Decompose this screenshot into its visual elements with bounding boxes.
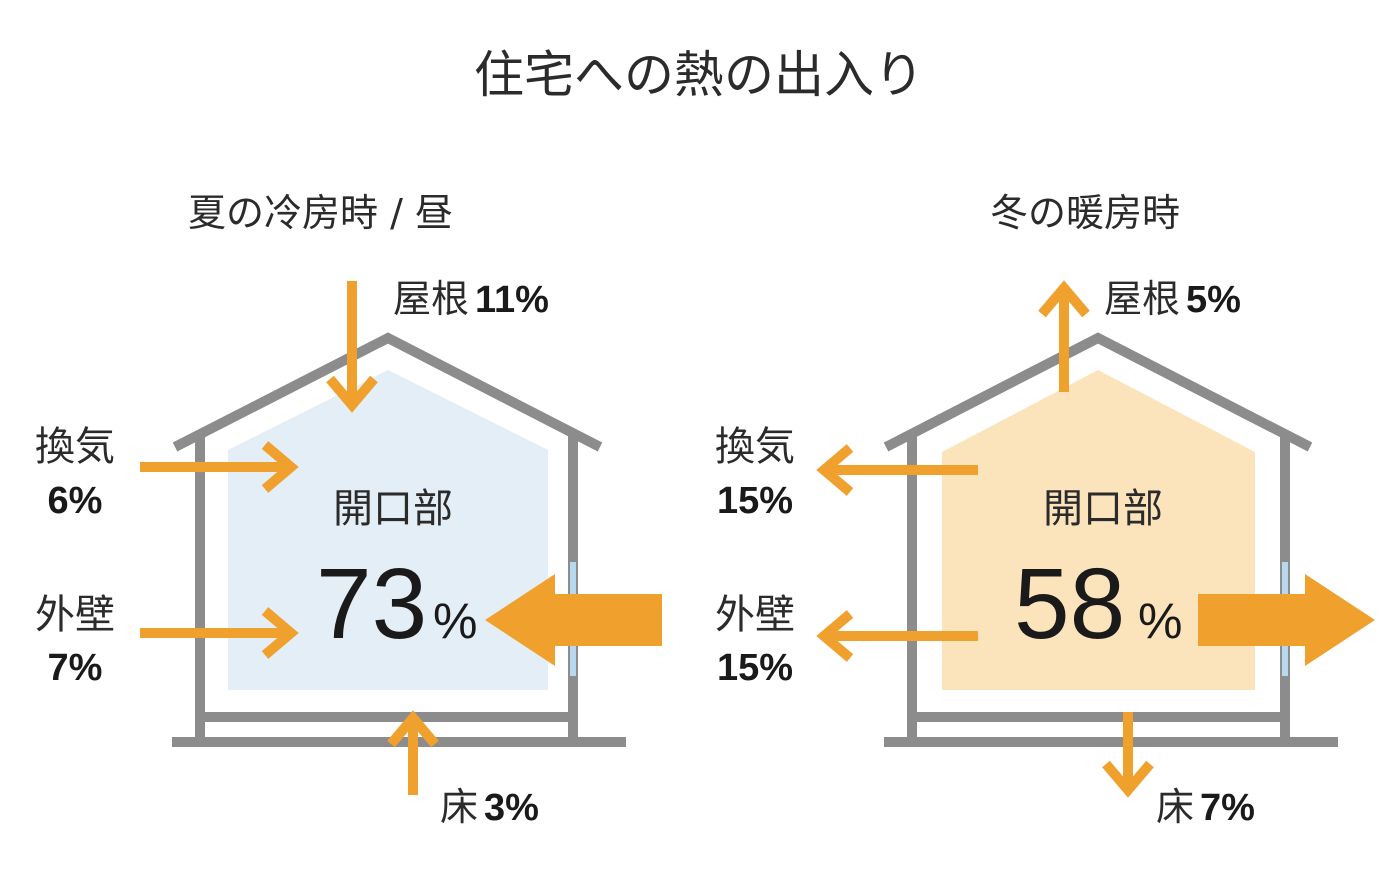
winter-wall-arrow xyxy=(816,610,978,662)
summer-interior xyxy=(228,370,548,690)
summer-panel: 夏の冷房時 / 昼 xyxy=(35,191,662,829)
winter-ventilation-label: 換気 xyxy=(715,424,795,470)
summer-roof-arrow xyxy=(326,281,378,413)
summer-wall-value: 7% xyxy=(48,647,103,689)
summer-heading: 夏の冷房時 / 昼 xyxy=(188,191,453,235)
summer-opening-label: 開口部 xyxy=(333,486,453,532)
summer-ventilation-label: 換気 xyxy=(35,424,115,470)
summer-opening-unit: % xyxy=(433,593,477,649)
winter-house-outline xyxy=(883,332,1338,747)
winter-heading: 冬の暖房時 xyxy=(990,191,1180,235)
winter-opening-unit: % xyxy=(1138,593,1182,649)
winter-floor-arrow xyxy=(1102,712,1154,798)
summer-wall-label: 外壁 xyxy=(35,592,115,638)
summer-ventilation-value: 6% xyxy=(48,480,103,522)
winter-roof-label: 屋根 5% xyxy=(1104,277,1241,321)
winter-floor-label: 床 7% xyxy=(1156,785,1255,829)
page-title: 住宅への熱の出入り xyxy=(474,46,924,104)
summer-opening-value: 73 xyxy=(316,548,427,660)
summer-roof-label: 屋根 11% xyxy=(393,277,549,321)
winter-panel: 冬の暖房時 xyxy=(715,191,1375,829)
summer-wall-arrow xyxy=(140,607,299,659)
winter-interior xyxy=(942,370,1255,690)
winter-opening-arrow xyxy=(1198,574,1375,666)
winter-opening-value: 58 xyxy=(1014,548,1125,660)
winter-ventilation-value: 15% xyxy=(717,480,793,522)
summer-floor-label: 床 3% xyxy=(440,785,539,829)
summer-floor-arrow xyxy=(387,710,439,795)
winter-roof-arrow xyxy=(1038,280,1090,392)
winter-wall-value: 15% xyxy=(717,647,793,689)
winter-wall-label: 外壁 xyxy=(715,592,795,638)
summer-ventilation-arrow xyxy=(140,441,299,493)
summer-opening-arrow xyxy=(485,574,662,666)
winter-opening-label: 開口部 xyxy=(1043,486,1163,532)
winter-ventilation-arrow xyxy=(816,444,978,496)
